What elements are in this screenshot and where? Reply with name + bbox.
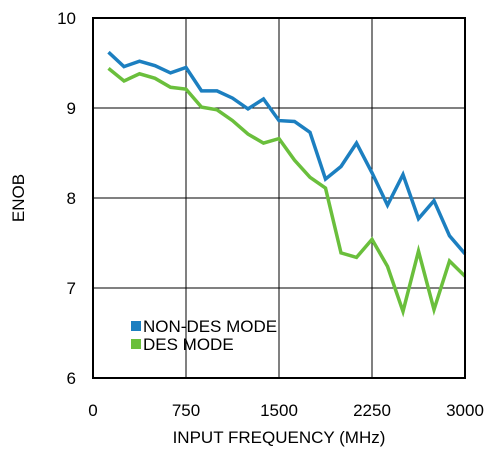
- x-axis-title: INPUT FREQUENCY (MHz): [173, 428, 386, 447]
- y-tick-label: 6: [67, 369, 76, 388]
- x-tick-label: 3000: [446, 401, 484, 420]
- plot-frame: [92, 17, 466, 379]
- y-tick-label: 7: [67, 279, 76, 298]
- y-tick-label: 9: [67, 99, 76, 118]
- grid-lines: [93, 18, 465, 378]
- series-line-des-mode: [107, 67, 467, 318]
- y-tick-label: 10: [57, 9, 76, 28]
- y-tick-labels: 6 7 8 9 10: [57, 9, 76, 388]
- series-line-non-des-mode: [107, 50, 467, 255]
- y-axis-title: ENOB: [9, 174, 28, 222]
- legend-label: DES MODE: [143, 335, 234, 354]
- legend-swatch: [131, 339, 141, 349]
- x-tick-label: 750: [172, 401, 200, 420]
- x-tick-label: 2250: [353, 401, 391, 420]
- x-tick-label: 1500: [260, 401, 298, 420]
- legend-swatch: [131, 321, 141, 331]
- y-tick-label: 8: [67, 189, 76, 208]
- x-tick-labels: 0 750 1500 2250 3000: [88, 401, 484, 420]
- legend-label: NON-DES MODE: [143, 317, 277, 336]
- data-series: [107, 50, 467, 318]
- x-tick-label: 0: [88, 401, 97, 420]
